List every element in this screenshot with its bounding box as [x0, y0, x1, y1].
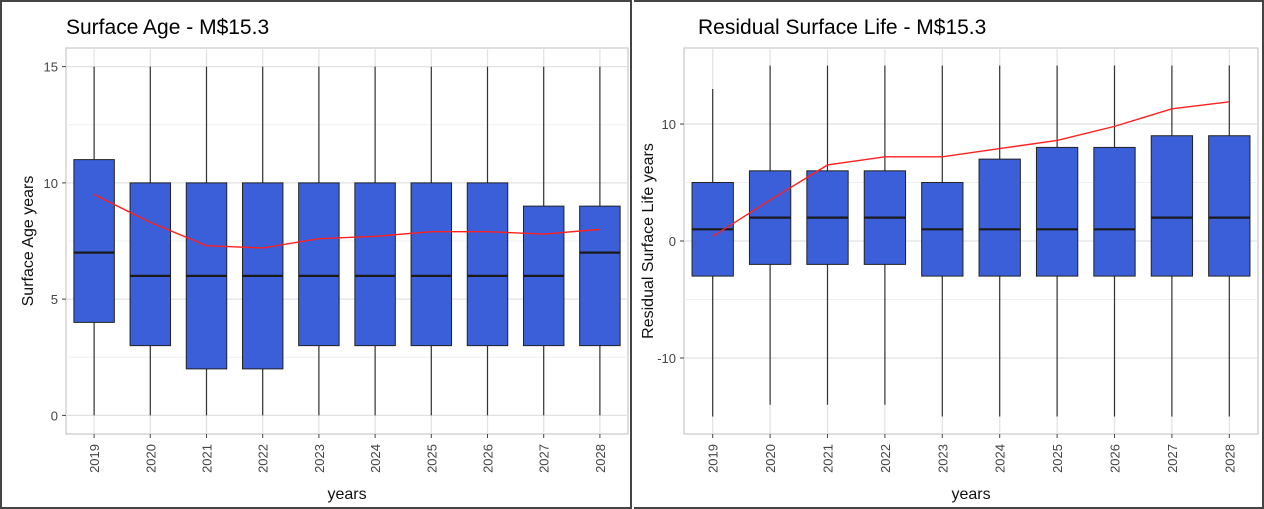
box-2025 [410, 182, 453, 347]
x-tick-label: 2024 [368, 444, 383, 473]
x-tick-label: 2020 [763, 444, 778, 473]
y-tick-label: -10 [657, 351, 676, 366]
box-2028 [1208, 135, 1251, 277]
x-tick-label: 2026 [1108, 444, 1123, 473]
x-tick-label: 2027 [537, 444, 552, 473]
x-tick-label: 2024 [993, 444, 1008, 473]
x-tick-label: 2023 [312, 444, 327, 473]
x-tick-label: 2026 [481, 444, 496, 473]
x-tick-label: 2028 [1222, 444, 1237, 473]
chart-title: Surface Age - M$15.3 [66, 16, 270, 39]
x-tick-label: 2027 [1165, 444, 1180, 473]
surface-age-plot: 0 5 10 15 2019 2020 2021 2022 2023 2024 2025 2026 20… [20, 47, 629, 503]
y-tick-label: 5 [51, 292, 58, 307]
x-tick-label: 2019 [706, 444, 721, 473]
box-2024 [978, 158, 1021, 277]
x-tick-label: 2021 [821, 444, 836, 473]
x-tick-label: 2022 [256, 444, 271, 473]
x-tick-label: 2019 [87, 444, 102, 473]
box-2020 [129, 182, 172, 347]
x-axis-title: years [951, 486, 990, 503]
chart-panel-surface-age: Surface Age - M$15.3 0 5 10 15 2019 2020 2021 2… [0, 0, 632, 509]
y-tick-label: 10 [662, 117, 676, 132]
y-tick-label: 15 [44, 60, 58, 75]
y-tick-label: 0 [51, 408, 58, 423]
box-2024 [354, 182, 396, 347]
x-tick-label: 2025 [1050, 444, 1065, 473]
x-axis-title: years [327, 486, 366, 503]
box-2023 [298, 182, 340, 347]
residual-life-plot: -10 0 10 2019 2020 2021 2022 2023 2024 2025 2026 20… [640, 47, 1259, 503]
chart-title: Residual Surface Life - M$15.3 [698, 16, 987, 39]
y-tick-label: 0 [669, 234, 676, 249]
x-tick-label: 2028 [593, 444, 608, 473]
box-2026 [1093, 146, 1136, 277]
chart-panel-residual-life: Residual Surface Life - M$15.3 -10 0 10 201… [634, 0, 1264, 509]
trend-line [712, 101, 1230, 237]
x-tick-label: 2021 [200, 444, 215, 473]
box-2025 [1035, 146, 1079, 277]
box-2028 [579, 205, 621, 347]
y-axis-title: Residual Surface Life years [640, 143, 657, 339]
x-tick-label: 2022 [878, 444, 893, 473]
trend-line [93, 193, 600, 249]
y-tick-label: 10 [44, 176, 58, 191]
x-tick-label: 2020 [143, 444, 158, 473]
x-tick-label: 2025 [424, 444, 439, 473]
y-axis-title: Surface Age years [20, 176, 37, 307]
box-2019 [73, 159, 115, 323]
box-2026 [466, 182, 509, 347]
box-2027 [1150, 135, 1194, 277]
x-tick-label: 2023 [935, 444, 950, 473]
